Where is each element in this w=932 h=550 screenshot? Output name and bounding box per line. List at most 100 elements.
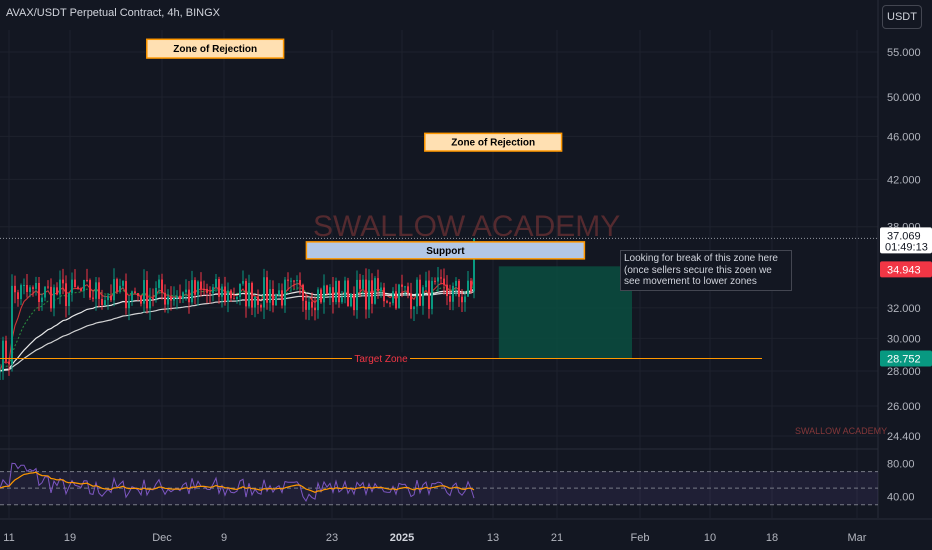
candle-body xyxy=(179,295,181,299)
candle xyxy=(392,287,394,306)
candle xyxy=(164,284,166,313)
candle xyxy=(116,277,118,294)
candle xyxy=(104,295,106,306)
candle xyxy=(179,284,181,304)
candle-body xyxy=(404,286,406,288)
price-tick-label: 24.400 xyxy=(887,431,921,443)
candle-body xyxy=(260,304,262,308)
rejection-zone-1: Zone of Rejection xyxy=(146,38,285,59)
candle xyxy=(215,273,217,292)
candle xyxy=(134,287,136,294)
candle xyxy=(68,292,70,316)
candle xyxy=(221,283,223,308)
candle xyxy=(89,278,91,301)
candle xyxy=(227,282,229,313)
candle-body xyxy=(335,280,337,303)
candle-body xyxy=(116,279,118,292)
candle xyxy=(464,291,466,312)
candle-body xyxy=(452,285,454,302)
time-tick-label: 21 xyxy=(551,532,563,544)
price-tick-label: 32.000 xyxy=(887,303,921,315)
candle xyxy=(194,277,196,305)
candle-body xyxy=(377,278,379,292)
candle xyxy=(206,283,208,304)
candle-body xyxy=(20,285,22,300)
candle-body xyxy=(314,307,316,311)
candle-body xyxy=(329,287,331,294)
candle xyxy=(458,278,460,307)
candle xyxy=(353,286,355,316)
candle-body xyxy=(113,279,115,301)
price-tick-label: 28.000 xyxy=(887,366,921,378)
candle xyxy=(41,293,43,311)
candle xyxy=(425,271,427,291)
watermark-small: SWALLOW ACADEMY xyxy=(795,426,887,436)
candle xyxy=(266,270,268,310)
time-tick-label: 11 xyxy=(3,532,14,544)
candle-body xyxy=(245,281,247,307)
candle-body xyxy=(293,280,295,282)
rsi-tick-label: 40.00 xyxy=(887,491,915,503)
candle xyxy=(110,284,112,303)
currency-button[interactable]: USDT xyxy=(882,5,922,29)
candle-body xyxy=(371,280,373,304)
candle xyxy=(5,335,7,364)
candle xyxy=(335,277,337,305)
candle xyxy=(434,277,436,285)
candle xyxy=(92,289,94,302)
candle-body xyxy=(308,301,310,310)
candle-body xyxy=(263,277,265,308)
candle xyxy=(467,271,469,298)
candle-body xyxy=(221,286,223,297)
candle-body xyxy=(239,283,241,297)
candle-body xyxy=(176,295,178,298)
candle xyxy=(71,272,73,302)
candle xyxy=(230,289,232,302)
rejection-zone-2: Zone of Rejection xyxy=(424,132,563,152)
candle xyxy=(251,281,253,316)
candle xyxy=(374,276,376,305)
candle-body xyxy=(284,279,286,306)
price-tick-label: 42.000 xyxy=(887,174,921,186)
candles xyxy=(0,238,475,381)
candle-body xyxy=(197,281,199,295)
candle-body xyxy=(359,279,361,289)
candle-body xyxy=(206,288,208,293)
candle xyxy=(0,363,1,381)
candle-body xyxy=(416,279,418,307)
candle-body xyxy=(311,301,313,308)
candle-body xyxy=(236,296,238,300)
candle-body xyxy=(302,284,304,301)
candle xyxy=(320,287,322,304)
candle xyxy=(407,282,409,299)
candle xyxy=(140,294,142,307)
candle xyxy=(170,286,172,311)
candle-body xyxy=(419,279,421,306)
candle xyxy=(341,290,343,304)
candle-body xyxy=(29,287,31,292)
badge-bg xyxy=(880,261,932,278)
candle-body xyxy=(17,292,19,300)
candle-body xyxy=(317,289,319,311)
candle-body xyxy=(446,284,448,297)
candle xyxy=(314,296,316,321)
candle-body xyxy=(209,292,211,294)
candle-body xyxy=(98,282,100,299)
candle-body xyxy=(227,290,229,302)
candle-body xyxy=(35,283,37,289)
candle xyxy=(107,293,109,310)
candle-body xyxy=(203,288,205,290)
candle-body xyxy=(248,282,250,307)
candle-body xyxy=(365,279,367,310)
candle xyxy=(470,278,472,294)
candle-body xyxy=(104,300,106,305)
candle-body xyxy=(125,281,127,309)
candle xyxy=(449,284,451,311)
candle xyxy=(284,276,286,313)
target-zone-label: Target Zone xyxy=(354,354,408,365)
candle xyxy=(446,275,448,306)
candle xyxy=(8,357,10,376)
candle-body xyxy=(323,285,325,303)
